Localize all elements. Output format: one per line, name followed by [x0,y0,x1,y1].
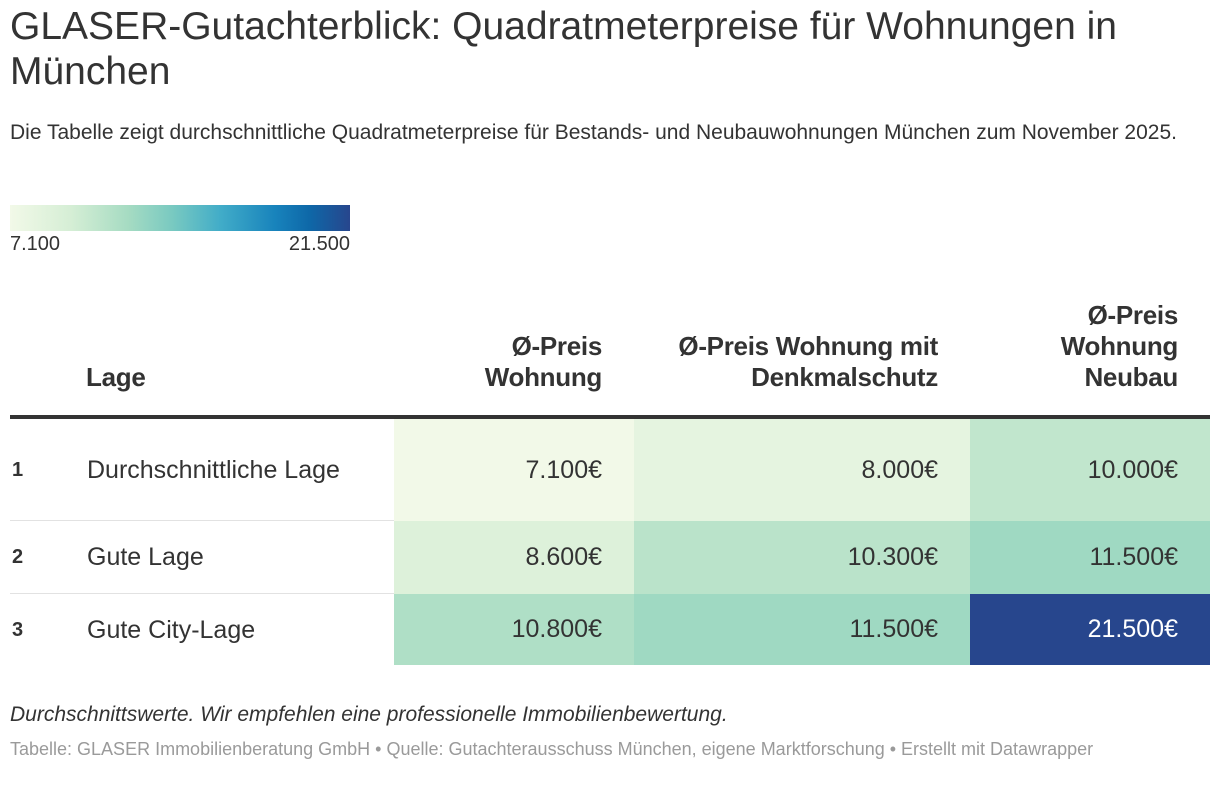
header-preis-neubau[interactable]: Ø-Preis Wohnung Neubau [970,300,1210,419]
chart-title: GLASER-Gutachterblick: Quadratmeterpreis… [10,5,1117,93]
value-cell: 8.000€ [634,417,970,521]
legend-min-label: 7.100 [10,233,61,255]
row-rank: 3 [12,618,24,641]
value-cell: 8.600€ [394,520,634,594]
value-cell: 11.500€ [634,593,970,665]
color-legend: 7.100 21.500 [10,205,350,257]
value-cell: 11.500€ [970,520,1210,594]
table-header-row: Lage Ø-Preis Wohnung Ø-Preis Wohnung mit… [10,300,1210,419]
row-lage: Gute City-Lage [87,615,256,644]
chart-note: Durchschnittswerte. Wir empfehlen eine p… [10,703,728,726]
header-preis-denkmalschutz[interactable]: Ø-Preis Wohnung mit Denkmalschutz [634,300,970,419]
header-rank[interactable] [10,300,86,419]
table-row: 1 Durchschnittliche Lage 7.100€ 8.000€ 1… [10,417,1210,521]
value-cell: 7.100€ [394,417,634,521]
value-cell: 10.800€ [394,593,634,665]
row-rank: 2 [10,520,86,594]
chart-subtitle: Die Tabelle zeigt durchschnittliche Quad… [10,121,1177,144]
color-legend-gradient [10,205,350,231]
value-cell: 21.500€ [970,593,1210,665]
value-cell: 10.300€ [634,520,970,594]
chart-source: Tabelle: GLASER Immobilienberatung GmbH … [10,739,1094,759]
row-lage: Durchschnittliche Lage [86,417,394,521]
header-preis-wohnung[interactable]: Ø-Preis Wohnung [394,300,634,419]
table-row: 2 Gute Lage 8.600€ 10.300€ 11.500€ [10,520,1210,594]
header-lage[interactable]: Lage [86,300,394,419]
table-row: 3 Gute City-Lage 10.800€ 11.500€ 21.500€ [10,593,1210,665]
legend-max-label: 21.500 [288,233,350,255]
price-table: Lage Ø-Preis Wohnung Ø-Preis Wohnung mit… [10,300,1210,665]
row-rank: 1 [10,417,86,521]
row-lage: Gute Lage [86,520,394,594]
value-cell: 10.000€ [970,417,1210,521]
